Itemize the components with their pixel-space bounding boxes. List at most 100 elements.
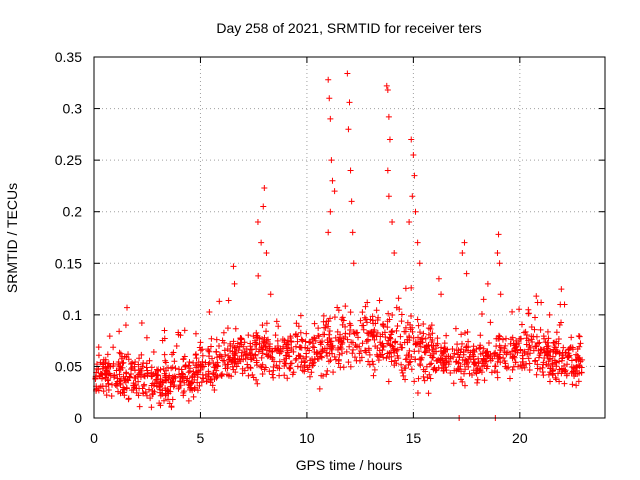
data-point [247,346,254,353]
data-point [410,151,417,158]
data-point [416,329,423,336]
data-point [318,354,325,361]
data-point [347,309,354,316]
data-point [397,333,404,340]
data-point [121,377,128,384]
data-point [571,372,578,379]
data-point [434,340,441,347]
data-point [363,338,370,345]
data-point [387,349,394,356]
data-point [208,335,215,342]
data-point [368,329,375,336]
data-point [175,329,182,336]
data-point [211,364,218,371]
data-point [518,321,525,328]
data-point [543,349,550,356]
data-point [124,304,131,311]
data-point [306,339,313,346]
data-point [406,333,413,340]
data-point [171,358,178,365]
data-point [517,346,524,353]
data-point [165,396,172,403]
data-point [297,344,304,351]
data-point [456,354,463,361]
data-point [416,360,423,367]
data-point [152,376,159,383]
data-point [446,358,453,365]
data-point [117,363,124,370]
data-point [117,390,124,397]
data-point [324,352,331,359]
data-point [379,331,386,338]
data-point [249,371,256,378]
data-point [110,344,117,351]
data-point [386,136,393,143]
data-point [394,323,401,330]
data-point [554,348,561,355]
data-point [370,320,377,327]
data-point [221,339,228,346]
data-point [491,350,498,357]
data-point [116,371,123,378]
data-point [241,339,248,346]
data-point [410,334,417,341]
data-point [500,354,507,361]
data-point [276,372,283,379]
data-point [481,377,488,384]
data-point [216,298,223,305]
data-point [244,364,251,371]
data-point [360,326,367,333]
data-point [495,332,502,339]
data-point [285,341,292,348]
data-point [244,361,251,368]
data-point [420,320,427,327]
data-point [394,352,401,359]
data-point [194,387,201,394]
data-point [348,339,355,346]
data-point [402,285,409,292]
data-point [274,337,281,344]
data-point [342,303,349,310]
data-point [157,392,164,399]
data-point [328,157,335,164]
data-point [537,346,544,353]
data-point [279,345,286,352]
data-point [161,335,168,342]
data-point [337,344,344,351]
data-point [569,381,576,388]
data-point [404,336,411,343]
data-point [474,367,481,374]
data-point [263,249,270,256]
data-point [320,373,327,380]
data-point [533,293,540,300]
data-point [545,358,552,365]
data-point [349,350,356,357]
data-point [281,372,288,379]
data-point [186,358,193,365]
data-point [256,340,263,347]
data-point [255,272,262,279]
data-point [409,193,416,200]
data-point [385,113,392,120]
data-point [536,339,543,346]
data-point [430,342,437,349]
data-point [389,343,396,350]
data-point [279,336,286,343]
data-point [522,328,529,335]
data-point [479,358,486,365]
data-point [276,358,283,365]
data-point [178,371,185,378]
data-point [370,332,377,339]
data-point [573,351,580,358]
data-point [141,372,148,379]
data-point [135,392,142,399]
data-point [348,198,355,205]
x-tick-labels: 0 5 10 15 20 [90,430,528,446]
data-point [429,337,436,344]
data-point [427,375,434,382]
data-point [327,357,334,364]
data-point [149,391,156,398]
data-point [259,322,266,329]
data-point [242,352,249,359]
data-point [236,356,243,363]
